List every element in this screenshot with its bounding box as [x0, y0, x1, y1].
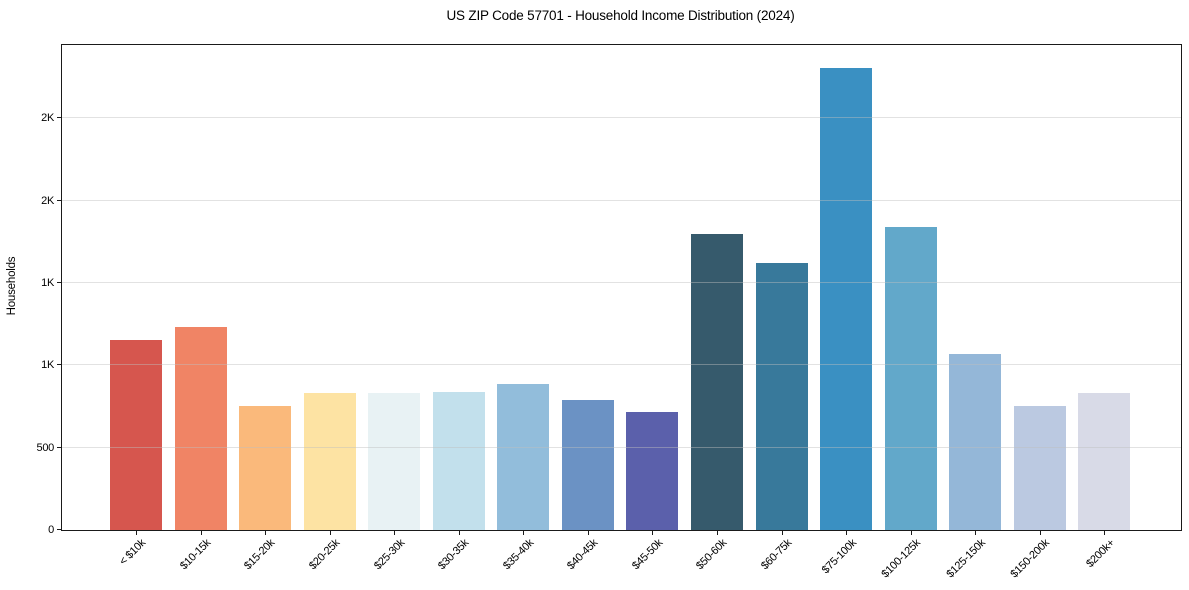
y-tick-label: 500 — [36, 441, 55, 454]
x-tick-mark — [846, 530, 847, 535]
bar-75-100k — [820, 68, 872, 530]
x-tick-mark — [136, 530, 137, 535]
bar-10k — [110, 339, 162, 530]
gridline-y-1500 — [62, 282, 1181, 283]
x-tick-label: $35-40k — [500, 537, 536, 573]
bar-200k — [1078, 392, 1131, 530]
plot-area: 0 500 1K 1K 2K 2K < $10k $10-15k $15-20k $20-25k $… — [37, 44, 1182, 580]
x-tick-mark — [458, 530, 460, 535]
x-tick-label: $15-20k — [242, 537, 278, 573]
bar-35-40k — [497, 384, 550, 530]
gridline-y-500 — [62, 446, 1181, 448]
x-tick-mark — [910, 530, 912, 535]
gridline-y-2500 — [62, 117, 1181, 119]
bar-30-35k — [432, 391, 485, 530]
x-tick-mark — [975, 530, 977, 535]
x-tick-label: $40-45k — [565, 537, 601, 573]
gridline-y-2000 — [62, 199, 1181, 201]
chart-title: US ZIP Code 57701 - Household Income Dis… — [446, 8, 795, 23]
x-tick-mark — [329, 530, 331, 535]
x-tick-label: $20-25k — [306, 537, 343, 573]
bar-50-60k — [690, 233, 743, 530]
x-tick-label: $200k+ — [1083, 537, 1117, 570]
y-tick-mark — [57, 117, 62, 119]
y-axis-label: Households — [6, 256, 18, 316]
bar-10-15k — [174, 327, 227, 530]
y-tick-label: 2K — [41, 112, 54, 125]
x-tick-label: < $10k — [117, 537, 149, 568]
y-tick-mark — [57, 529, 62, 530]
bar-15-20k — [239, 405, 292, 530]
x-tick-label: $50-60k — [694, 537, 730, 573]
y-tick-label: 1K — [41, 277, 54, 289]
y-tick-mark — [57, 282, 62, 283]
x-tick-mark — [652, 530, 654, 535]
bar-100-125k — [884, 227, 937, 530]
y-tick-mark — [57, 199, 62, 201]
y-tick-mark — [57, 364, 62, 366]
x-tick-mark — [781, 530, 783, 535]
gridline-y-1000 — [62, 364, 1181, 366]
bar-45-50k — [626, 412, 679, 530]
y-tick-mark — [57, 446, 62, 448]
x-tick-label: $150-200k — [1008, 537, 1053, 581]
x-tick-mark — [1104, 530, 1106, 535]
x-tick-mark — [716, 530, 718, 535]
x-tick-label: $10-15k — [177, 537, 214, 573]
y-tick-label: 0 — [48, 524, 54, 536]
x-tick-label: $75-100k — [819, 537, 859, 577]
y-tick-label: 1K — [41, 359, 54, 372]
x-tick-label: $100-125k — [879, 537, 924, 581]
x-tick-mark — [200, 530, 202, 535]
y-tick-label: 2K — [41, 194, 54, 207]
x-tick-mark — [523, 530, 525, 535]
bar-150-200k — [1013, 405, 1066, 530]
x-tick-mark — [394, 530, 396, 535]
x-tick-mark — [1039, 530, 1041, 535]
x-tick-label: $125-150k — [944, 537, 988, 581]
bar-20-25k — [303, 392, 356, 530]
bar-25-30k — [368, 393, 421, 530]
x-tick-mark — [265, 530, 267, 535]
x-tick-label: $45-50k — [629, 537, 665, 573]
bar-40-45k — [561, 399, 614, 530]
x-tick-label: $25-30k — [371, 537, 407, 573]
bar-60-75k — [755, 263, 808, 530]
x-tick-label: $30-35k — [436, 537, 472, 573]
bar-125-150k — [949, 353, 1002, 530]
x-tick-label: $60-75k — [758, 537, 794, 573]
x-tick-mark — [587, 530, 589, 535]
